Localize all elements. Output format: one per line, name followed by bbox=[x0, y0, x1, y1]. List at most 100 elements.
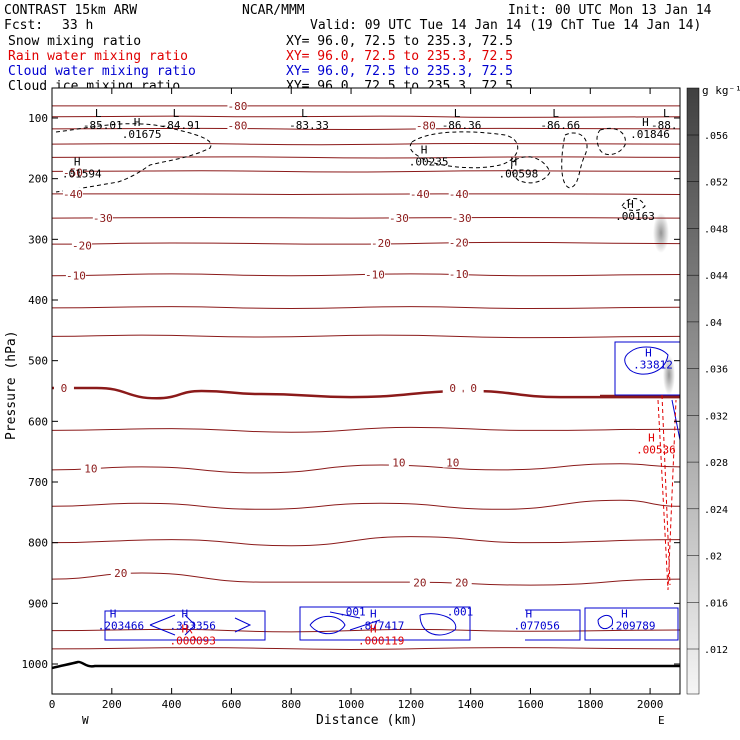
temperature-label: -80 bbox=[416, 119, 436, 132]
temperature-contour-11 bbox=[52, 334, 680, 339]
extremum-marker: L bbox=[95, 107, 102, 120]
model-title: CONTRAST 15km ARW bbox=[4, 3, 137, 18]
temperature-contour-10 bbox=[52, 306, 680, 309]
colorbar-tick-label: .02 bbox=[704, 552, 722, 563]
extremum-marker: H bbox=[182, 623, 189, 636]
x-tick-label: 600 bbox=[221, 698, 241, 711]
colorbar-tick-label: .024 bbox=[704, 505, 728, 516]
org-label: NCAR/MMM bbox=[242, 3, 305, 18]
colorbar-tick-label: .036 bbox=[704, 365, 728, 376]
temperature-label: -30 bbox=[93, 212, 113, 225]
rain-water-contours bbox=[189, 394, 677, 641]
temperature-contour-15 bbox=[52, 499, 680, 510]
y-tick-label: 900 bbox=[28, 597, 48, 610]
extremum-value: -84.91 bbox=[161, 119, 201, 132]
temperature-label: 0 bbox=[61, 382, 68, 395]
colorbar-tick-label: .048 bbox=[704, 224, 728, 235]
temperature-contour-14 bbox=[52, 463, 680, 474]
legend-cloudwater-xy: XY= 96.0, 72.5 to 235.3, 72.5 bbox=[286, 64, 513, 79]
extremum-value: -85.01 bbox=[83, 119, 123, 132]
temperature-label: 20 bbox=[455, 577, 468, 590]
temperature-label: 20 bbox=[413, 577, 426, 590]
extremum-value: .01846 bbox=[630, 128, 670, 141]
extremum-H: H.00235 bbox=[409, 143, 449, 168]
cloud-water-contours bbox=[104, 341, 680, 641]
extremum-H: H.33812 bbox=[633, 347, 673, 372]
y-axis-title: Pressure (hPa) bbox=[4, 330, 19, 440]
extremum-L: L-86.36 bbox=[442, 107, 482, 132]
temperature-contour-9 bbox=[52, 273, 680, 277]
extremum-marker: H bbox=[648, 432, 655, 445]
legend: Snow mixing ratio XY= 96.0, 72.5 to 235.… bbox=[8, 34, 513, 94]
extremum-marker: H bbox=[627, 198, 634, 211]
extremum-marker: H bbox=[134, 116, 141, 129]
colorbar-tick-label: .032 bbox=[704, 411, 728, 422]
temperature-label: -40 bbox=[63, 188, 83, 201]
temperature-labels: -80-80 -80-50-40 -40 -40-30 -30 -30-20 -20 -20-… bbox=[53, 99, 484, 590]
extremum-marker: H bbox=[74, 156, 81, 169]
y-tick-label: 500 bbox=[28, 355, 48, 368]
legend-rain-xy: XY= 96.0, 72.5 to 235.3, 72.5 bbox=[286, 49, 513, 64]
x-tick-label: 1000 bbox=[338, 698, 365, 711]
extremum-value: .209789 bbox=[609, 620, 655, 633]
temperature-label: -10 bbox=[365, 269, 385, 282]
temperature-label: -40 bbox=[410, 188, 430, 201]
extremum-H: H.077056 bbox=[513, 608, 559, 633]
extremum-H: H.000093 bbox=[170, 623, 216, 648]
x-axis-title: Distance (km) bbox=[316, 713, 418, 728]
valid-time: Valid: 09 UTC Tue 14 Jan 14 (19 ChT Tue … bbox=[310, 18, 701, 33]
x-tick-label: 1400 bbox=[457, 698, 484, 711]
x-axis: 0 200 400 600 800 1000 1200 1400 1600 1800 2000 bbox=[49, 88, 664, 711]
temperature-label: -10 bbox=[449, 268, 469, 281]
temperature-contour-5 bbox=[52, 170, 680, 173]
x-tick-label: 400 bbox=[162, 698, 182, 711]
x-tick-label: 1800 bbox=[577, 698, 604, 711]
extremum-marker: H bbox=[370, 608, 377, 621]
plot-area: -80-80 -80-50-40 -40 -40-30 -30 -30-20 -20 -20-… bbox=[22, 87, 681, 711]
extremum-H: H.01594 bbox=[62, 156, 102, 181]
temperature-label: 0 bbox=[470, 382, 477, 395]
terrain-line bbox=[52, 660, 680, 670]
contour-annotation: .001 bbox=[447, 605, 474, 618]
extremum-H: H.209789 bbox=[609, 608, 655, 633]
y-tick-label: 700 bbox=[28, 476, 48, 489]
y-tick-label: 400 bbox=[28, 294, 48, 307]
colorbar-tick-label: .028 bbox=[704, 458, 728, 469]
y-tick-label: 800 bbox=[28, 537, 48, 550]
temperature-label: 20 bbox=[114, 567, 127, 580]
extremum-value: .00235 bbox=[409, 155, 449, 168]
x-tick-label: 1200 bbox=[398, 698, 425, 711]
extremum-H: H.877417 bbox=[358, 608, 404, 633]
plot-frame bbox=[51, 87, 681, 695]
extremum-marker: H bbox=[182, 608, 189, 621]
x-tick-label: 2000 bbox=[637, 698, 664, 711]
extremum-value: .203466 bbox=[98, 620, 144, 633]
colorbar-gradient bbox=[686, 87, 700, 695]
extremum-marker: L bbox=[173, 107, 180, 120]
temperature-label: -80 bbox=[227, 100, 247, 113]
temperature-contours bbox=[52, 105, 680, 650]
extremum-value: -86.36 bbox=[442, 119, 482, 132]
temperature-label: -10 bbox=[66, 270, 86, 283]
extremum-value: .00163 bbox=[615, 210, 655, 223]
extremum-marker: H bbox=[110, 608, 117, 621]
contour-annotation: .001 bbox=[339, 605, 366, 618]
x-end-east: E bbox=[658, 714, 665, 727]
colorbar-tick-label: .012 bbox=[704, 645, 728, 656]
extremum-value: -83.33 bbox=[289, 119, 329, 132]
x-tick-label: 1600 bbox=[517, 698, 544, 711]
temperature-contour-7 bbox=[52, 216, 680, 219]
colorbar-unit: g kg⁻¹ bbox=[702, 84, 740, 97]
temperature-contour-16 bbox=[52, 536, 680, 547]
extremum-value: .077056 bbox=[513, 620, 559, 633]
extremum-L: L-88. bbox=[651, 107, 678, 132]
temperature-label: -50 bbox=[63, 167, 83, 180]
temperature-label: 10 bbox=[446, 457, 459, 470]
extremum-H: H.000119 bbox=[358, 623, 404, 648]
extremum-value: .000119 bbox=[358, 635, 404, 648]
extremum-L: L-84.91 bbox=[161, 107, 201, 132]
extremum-L: L-86.66 bbox=[540, 107, 580, 132]
x-end-west: W bbox=[82, 714, 89, 727]
